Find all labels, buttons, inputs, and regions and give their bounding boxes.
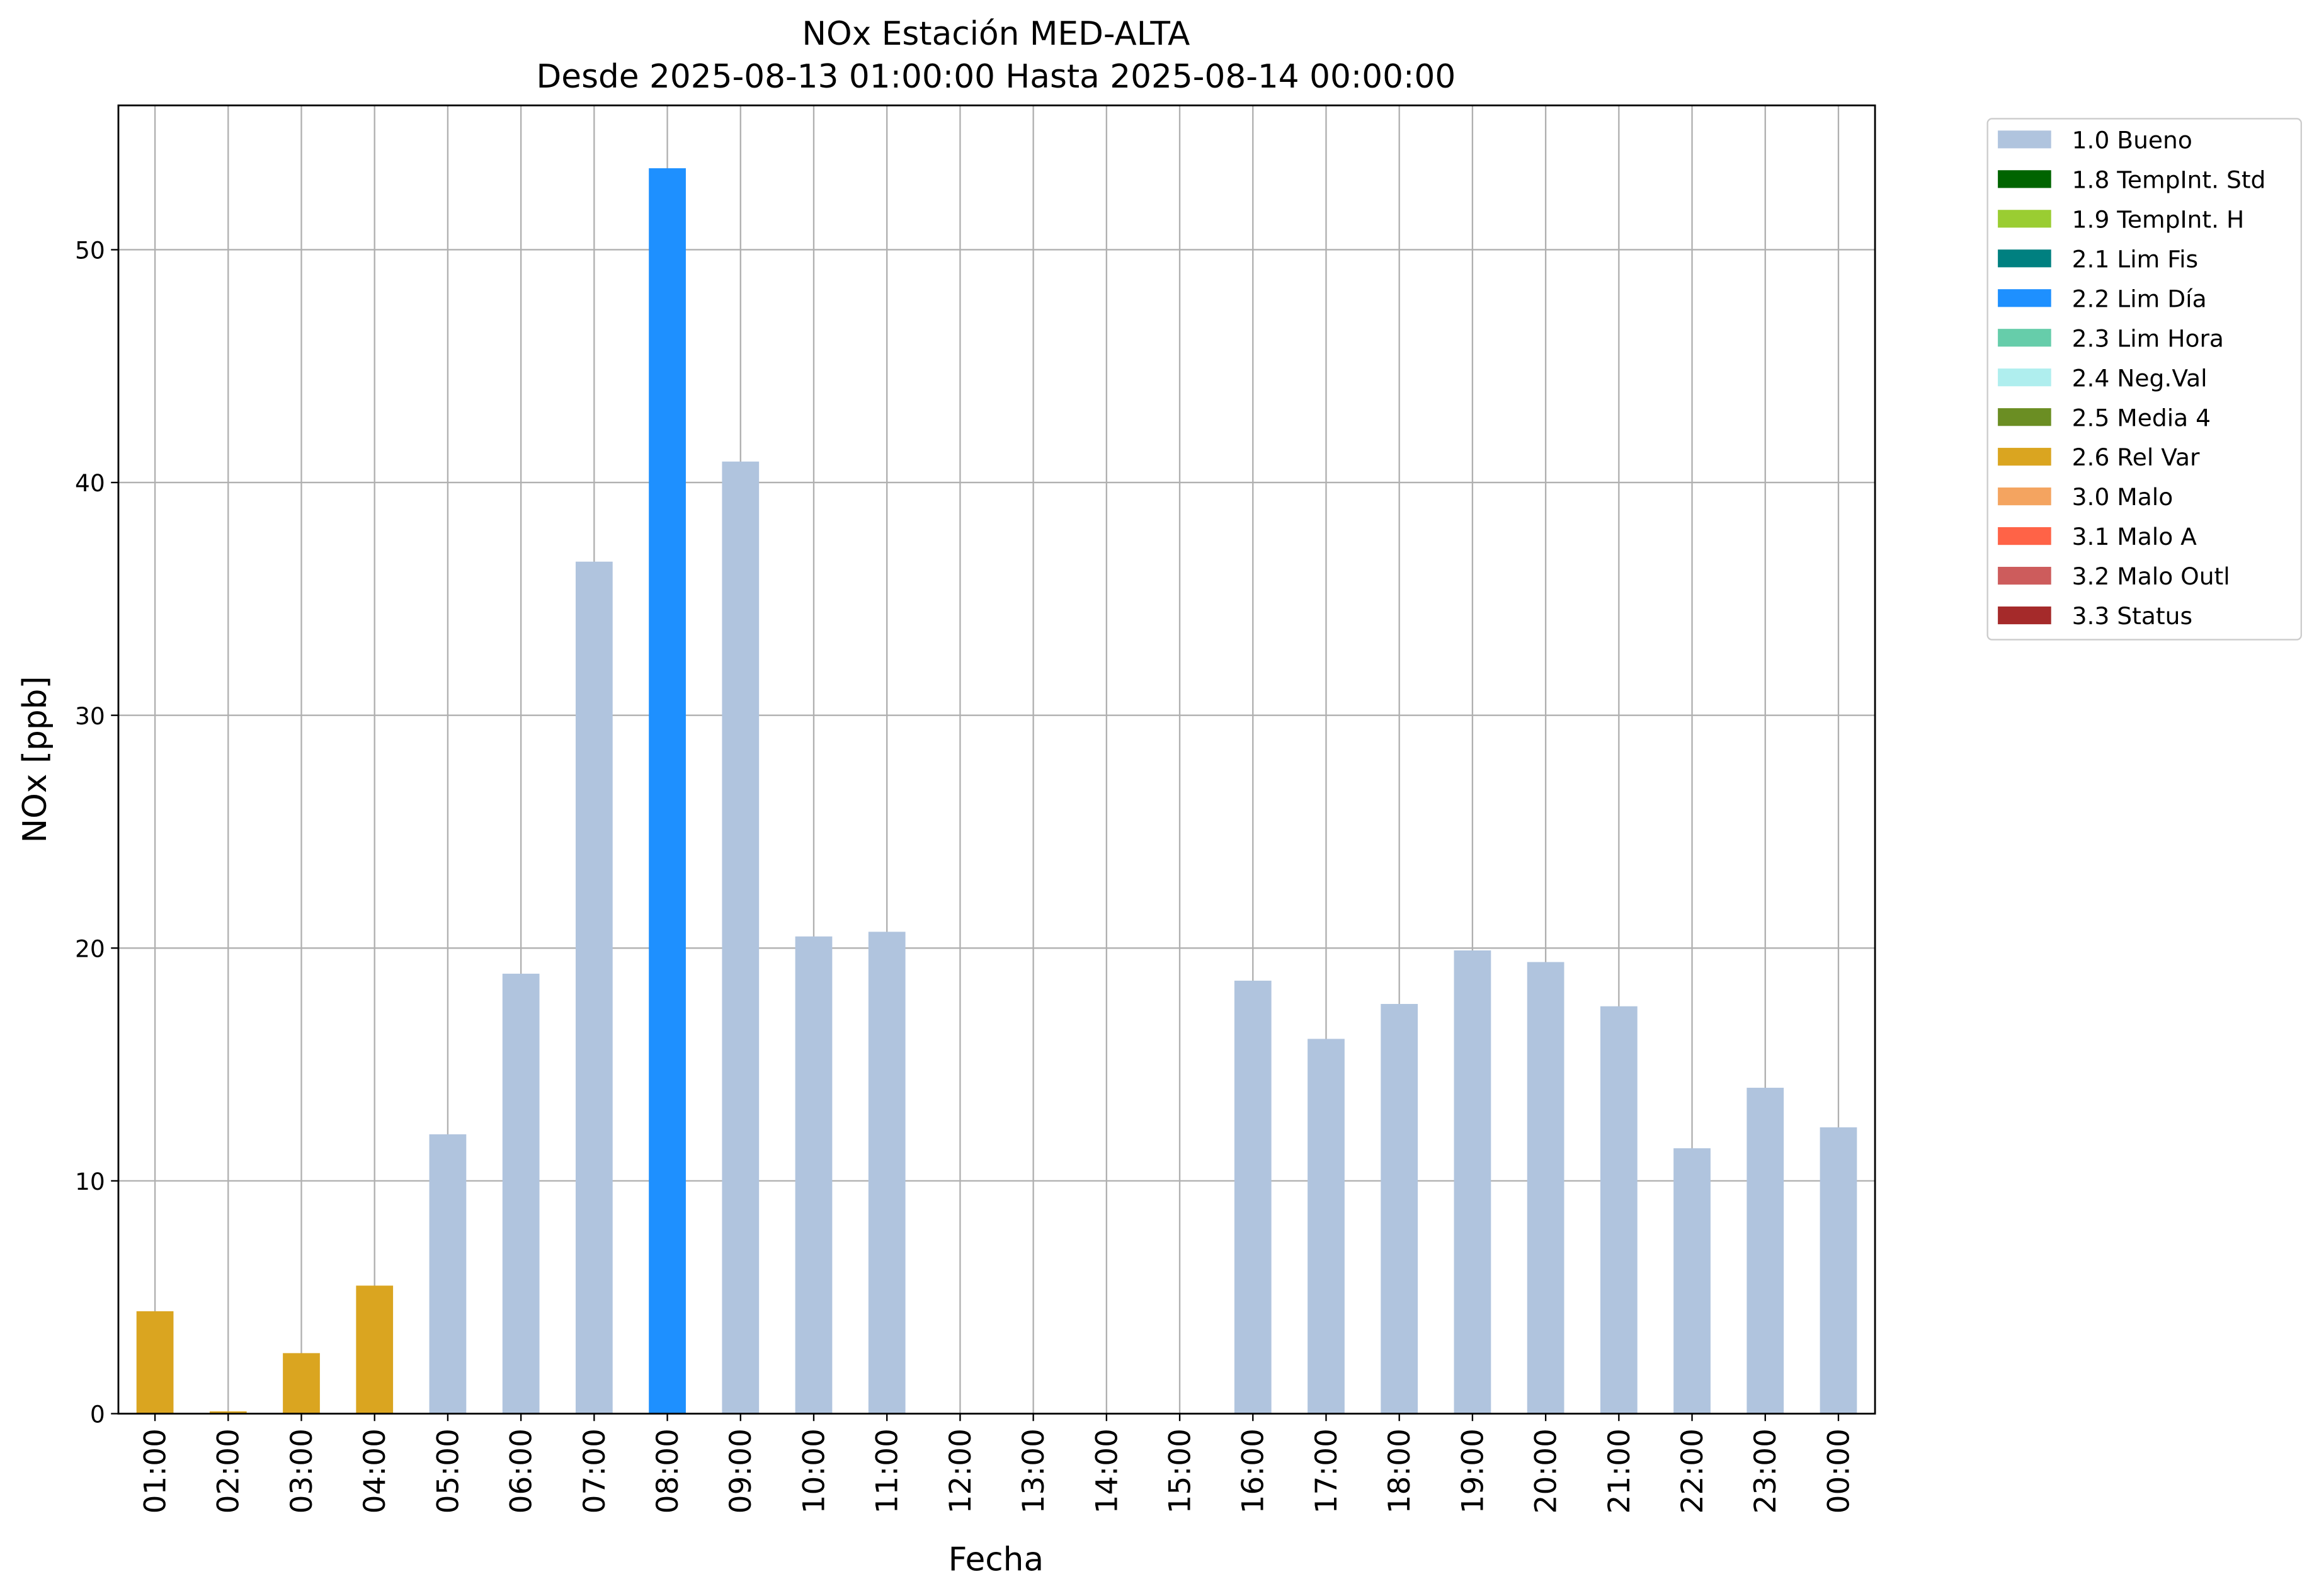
bar — [209, 1411, 247, 1414]
x-tick-label: 06:00 — [504, 1428, 539, 1513]
x-axis-label: Fecha — [949, 1541, 1044, 1579]
legend-label: 1.8 TempInt. Std — [2072, 166, 2266, 193]
legend-swatch — [1998, 527, 2051, 545]
legend-label: 2.2 Lim Día — [2072, 285, 2207, 312]
bar — [283, 1353, 320, 1414]
legend-swatch — [1998, 566, 2051, 585]
bar — [1234, 981, 1272, 1414]
x-tick-label: 12:00 — [943, 1428, 978, 1513]
bar — [1673, 1148, 1711, 1414]
x-tick-label: 23:00 — [1748, 1428, 1783, 1513]
legend-swatch — [1998, 448, 2051, 466]
legend-swatch — [1998, 487, 2051, 506]
x-tick-label: 03:00 — [285, 1428, 319, 1513]
bar — [1600, 1006, 1638, 1414]
bar — [1820, 1127, 1857, 1414]
x-tick-label: 20:00 — [1529, 1428, 1564, 1513]
legend-label: 3.3 Status — [2072, 602, 2192, 630]
y-axis-label: NOx [ppb] — [16, 676, 54, 843]
bar — [575, 561, 613, 1414]
bar — [795, 936, 833, 1414]
x-tick-label: 00:00 — [1821, 1428, 1856, 1513]
x-tick-label: 10:00 — [797, 1428, 831, 1513]
legend-label: 3.0 Malo — [2072, 483, 2174, 511]
bar — [1381, 1003, 1418, 1414]
x-tick-label: 21:00 — [1602, 1428, 1637, 1513]
chart-title: NOx Estación MED-ALTA — [802, 15, 1190, 53]
legend-label: 2.3 Lim Hora — [2072, 324, 2224, 352]
y-tick-label: 30 — [75, 702, 105, 730]
bar — [1454, 950, 1491, 1414]
legend-swatch — [1998, 606, 2051, 625]
x-tick-label: 15:00 — [1163, 1428, 1198, 1513]
plot-frame — [117, 104, 1876, 1415]
x-tick-label: 14:00 — [1090, 1428, 1124, 1513]
bar — [1527, 962, 1564, 1414]
legend-label: 1.9 TempInt. H — [2072, 205, 2245, 233]
y-tick-label: 50 — [75, 237, 105, 265]
x-tick-label: 04:00 — [358, 1428, 392, 1513]
bar — [356, 1285, 394, 1414]
x-tick-label: 07:00 — [578, 1428, 612, 1513]
legend-swatch — [1998, 408, 2051, 426]
y-tick-label: 10 — [75, 1168, 105, 1195]
x-tick-label: 13:00 — [1017, 1428, 1051, 1513]
legend-label: 3.2 Malo Outl — [2072, 562, 2230, 590]
bars — [136, 168, 1857, 1414]
legend-swatch — [1998, 329, 2051, 347]
legend-label: 2.6 Rel Var — [2072, 443, 2200, 471]
x-tick-label: 05:00 — [431, 1428, 465, 1513]
x-tick-label: 09:00 — [724, 1428, 758, 1513]
legend-label: 2.4 Neg.Val — [2072, 364, 2208, 392]
bar — [429, 1134, 467, 1414]
legend: 1.0 Bueno 1.8 TempInt. Std 1.9 TempInt. H 2… — [1998, 126, 2265, 630]
x-tick-label: 11:00 — [870, 1428, 905, 1513]
chart-subtitle: Desde 2025-08-13 01:00:00 Hasta 2025-08-… — [536, 58, 1456, 96]
legend-swatch — [1998, 170, 2051, 188]
bar — [1308, 1039, 1345, 1414]
legend-label: 3.1 Malo A — [2072, 523, 2197, 550]
x-tick-label: 22:00 — [1675, 1428, 1710, 1513]
legend-label: 2.1 Lim Fis — [2072, 245, 2199, 273]
x-tick-label: 08:00 — [651, 1428, 685, 1513]
legend-swatch — [1998, 130, 2051, 149]
bar — [868, 932, 906, 1414]
x-tick-label: 16:00 — [1236, 1428, 1271, 1513]
x-tick-label: 18:00 — [1382, 1428, 1417, 1513]
x-tick-label: 19:00 — [1456, 1428, 1490, 1513]
x-tick-label: 17:00 — [1309, 1428, 1344, 1513]
bar — [502, 973, 540, 1414]
ticks: 0 10 20 30 40 50 01:00 02:00 03:00 04:00 05:00 06:0… — [75, 237, 1856, 1514]
bar — [649, 168, 686, 1414]
legend-swatch — [1998, 368, 2051, 387]
bar — [1746, 1088, 1784, 1414]
y-tick-label: 20 — [75, 935, 105, 962]
bar — [722, 461, 760, 1414]
y-tick-label: 40 — [75, 469, 105, 497]
legend-box — [1986, 118, 2302, 641]
y-tick-label: 0 — [90, 1401, 105, 1428]
bar — [136, 1311, 174, 1414]
legend-swatch — [1998, 249, 2051, 268]
x-tick-label: 02:00 — [212, 1428, 246, 1513]
legend-swatch — [1998, 210, 2051, 228]
x-tick-label: 01:00 — [139, 1428, 173, 1513]
legend-swatch — [1998, 289, 2051, 307]
legend-label: 2.5 Media 4 — [2072, 404, 2211, 431]
legend-label: 1.0 Bueno — [2072, 126, 2192, 154]
